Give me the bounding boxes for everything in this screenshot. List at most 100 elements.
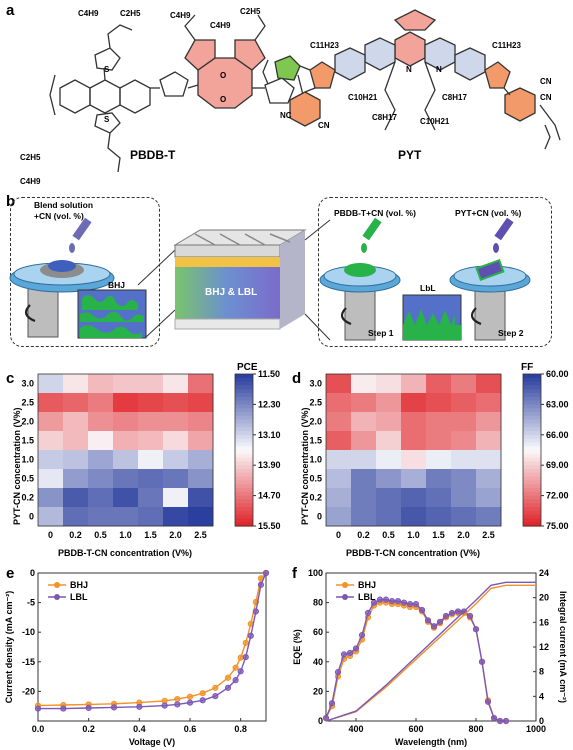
eqe-ytick-right-5: 20 xyxy=(539,593,549,603)
pce-cell-7-1 xyxy=(63,507,89,527)
pce-cell-5-6 xyxy=(188,469,214,489)
ff-colorbar-step xyxy=(523,404,541,409)
pce-colorbar-step xyxy=(235,503,253,508)
pce-colorbar-step xyxy=(235,400,253,405)
ff-cell-1-4 xyxy=(426,393,452,413)
jv-point-1-15 xyxy=(252,608,259,615)
pce-colorbar-step xyxy=(235,374,253,379)
jv-point-0-6 xyxy=(174,695,181,703)
pce-cell-4-3 xyxy=(113,450,139,470)
ff-cell-5-6 xyxy=(476,469,502,489)
pce-cell-3-3 xyxy=(113,431,139,451)
eqe-point-1-30 xyxy=(502,717,510,725)
pce-colorbar-step xyxy=(235,393,253,398)
pce-cell-3-6 xyxy=(188,431,214,451)
ff-cell-4-0 xyxy=(326,450,352,470)
ff-cbtick-1: 63.00 xyxy=(546,399,569,409)
ff-cell-5-5 xyxy=(451,469,477,489)
ff-cell-5-3 xyxy=(401,469,427,489)
ff-cell-5-4 xyxy=(426,469,452,489)
pce-colorbar-step xyxy=(235,434,253,440)
ff-colorbar-title: FF xyxy=(521,362,534,373)
ff-colorbar-step xyxy=(523,518,541,523)
ff-cell-3-0 xyxy=(326,431,352,451)
eqe-xtick-0: 400 xyxy=(348,724,363,734)
pce-colorbar-step xyxy=(235,491,253,497)
jv-legend-label-1: LBL xyxy=(70,592,88,602)
pce-colorbar-step xyxy=(235,507,253,512)
pce-cell-5-0 xyxy=(38,469,64,489)
ff-colorbar-step xyxy=(523,514,541,519)
pce-cell-3-0 xyxy=(38,431,64,451)
ff-colorbar-step xyxy=(523,431,541,436)
jv-xtick-1: 0.2 xyxy=(82,724,95,734)
pce-cell-4-4 xyxy=(138,450,164,470)
ff-colorbar-step xyxy=(523,469,541,474)
eqe-point-1-26 xyxy=(478,658,486,665)
ff-ytick-6: 0.2 xyxy=(309,493,322,503)
pce-colorbar-step xyxy=(235,389,253,394)
ff-cell-3-2 xyxy=(376,431,402,451)
ff-cell-2-6 xyxy=(476,412,502,432)
eqe-legend-marker-1 xyxy=(342,594,348,600)
chem-nc: NC xyxy=(280,111,292,120)
pce-cell-5-2 xyxy=(88,469,114,489)
pce-ytick-3: 1.5 xyxy=(21,436,34,446)
ff-cbtick-2: 66.00 xyxy=(546,430,569,440)
ff-colorbar-step xyxy=(523,438,541,443)
pce-colorbar-step xyxy=(235,438,253,443)
pce-ytick-0: 3.0 xyxy=(21,379,34,389)
ff-colorbar-step xyxy=(523,389,541,394)
pce-cell-7-4 xyxy=(138,507,164,527)
panel-label-d: d xyxy=(292,370,302,387)
jv-xlabel: Voltage (V) xyxy=(129,737,175,747)
pce-colorbar-step xyxy=(235,408,253,413)
eqe-ylabel-right: Integral current (mA cm⁻²) xyxy=(558,591,568,703)
ff-cbtick-4: 72.00 xyxy=(546,491,569,501)
jv-chart: 0.0 0.2 0.4 0.6 0.8 0 -5 -10 -15 -20 Voltage (V) Cu… xyxy=(4,568,270,747)
pce-cbtick-3: 13.90 xyxy=(258,460,281,470)
pce-colorbar-step xyxy=(235,415,253,421)
ff-colorbar-step xyxy=(523,480,541,485)
pce-colorbar-step xyxy=(235,427,253,432)
lbl-process-box xyxy=(318,197,552,347)
ff-cell-1-2 xyxy=(376,393,402,413)
ff-colorbar-step xyxy=(523,385,541,390)
jv-point-1-0 xyxy=(34,705,42,712)
chem-o-1: O xyxy=(220,71,226,80)
panel-label-a: a xyxy=(6,2,15,19)
ff-cell-2-0 xyxy=(326,412,352,432)
pce-ytick-2: 2.0 xyxy=(21,417,34,427)
ff-cell-4-5 xyxy=(451,450,477,470)
ff-colorbar-step xyxy=(523,522,541,527)
chem-c4h9-2: C4H9 xyxy=(170,11,191,20)
ff-cell-3-4 xyxy=(426,431,452,451)
chem-o-2: O xyxy=(220,95,226,104)
chemical-structures: C4H9 C2H5 C4H9 C2H5 C4H9 O O S S n C2H5 … xyxy=(20,7,561,186)
jv-series-line-0 xyxy=(37,572,267,707)
ff-colorbar-step xyxy=(523,393,541,398)
pce-cell-4-2 xyxy=(88,450,114,470)
ff-cell-2-3 xyxy=(401,412,427,432)
pce-ytick-5: 0.5 xyxy=(21,474,34,484)
eqe-point-1-9 xyxy=(376,596,384,603)
pce-cell-1-5 xyxy=(163,393,189,413)
eqe-ytick-0: 0 xyxy=(318,716,323,726)
ff-ylabel: PYT-CN concentration (V%) xyxy=(300,407,310,525)
eqe-point-1-19 xyxy=(436,618,444,625)
ff-colorbar-step xyxy=(523,412,541,417)
jv-point-0-13 xyxy=(242,639,249,646)
eqe-ytick-right-1: 4 xyxy=(539,691,544,701)
eqe-ytick-4: 80 xyxy=(313,598,323,608)
jv-ytick-0: 0 xyxy=(30,568,35,578)
ff-cell-7-5 xyxy=(451,507,477,527)
ff-cell-3-1 xyxy=(351,431,377,451)
eqe-ytick-right-4: 16 xyxy=(539,617,549,627)
pce-cbtick-0: 11.50 xyxy=(258,369,280,379)
pce-colorbar-step xyxy=(235,480,253,485)
pce-xtick-1: 0.2 xyxy=(69,530,82,540)
pyt-structure xyxy=(262,9,561,150)
ff-cell-5-2 xyxy=(376,469,402,489)
jv-point-0-12 xyxy=(237,654,244,661)
ff-colorbar-step xyxy=(523,488,541,493)
